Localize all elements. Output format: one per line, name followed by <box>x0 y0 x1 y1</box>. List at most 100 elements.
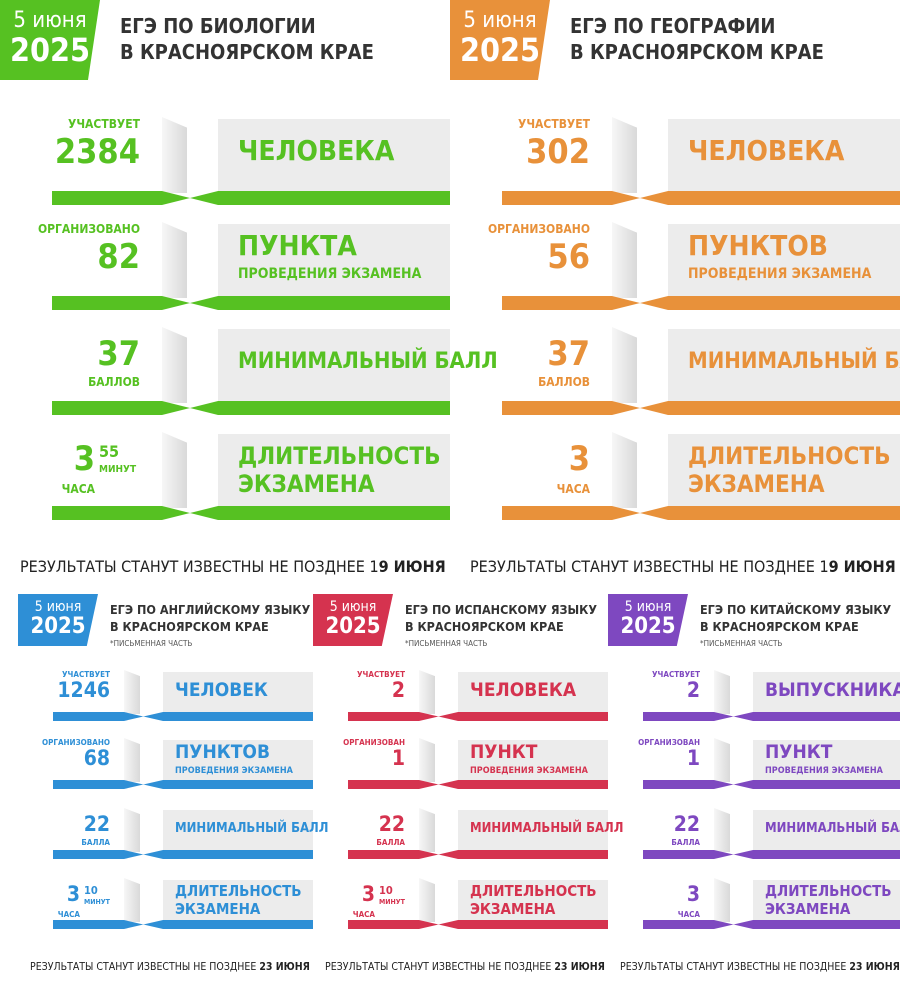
stat-row: ОРГАНИЗОВАНО 82 ПУНКТА ПРОВЕДЕНИЯ ЭКЗАМЕНА <box>0 222 450 310</box>
stat-label: ЭКЗАМЕНА <box>175 900 261 918</box>
stat-row: УЧАСТВУЕТ 2384 ЧЕЛОВЕКА <box>0 117 450 205</box>
badge-year: 2025 <box>30 614 86 639</box>
fold-shade <box>124 670 140 714</box>
stat-unit: БАЛЛОВ <box>538 375 590 389</box>
stat-label: ЭКЗАМЕНА <box>238 470 375 498</box>
fold-shade <box>612 117 637 193</box>
stat-sublabel: ПРОВЕДЕНИЯ ЭКЗАМЕНА <box>688 266 872 282</box>
stat-caption: ОРГАНИЗОВАН <box>638 738 700 747</box>
stat-caption: ОРГАНИЗОВАНО <box>41 738 110 747</box>
stat-label: ЭКЗАМЕНА <box>688 470 825 498</box>
stat-value: 68 <box>83 746 110 770</box>
minutes-unit: МИНУТ <box>84 898 110 906</box>
exam-note: *ПИСЬМЕННАЯ ЧАСТЬ <box>700 639 783 648</box>
stat-value: 3 <box>66 882 80 906</box>
stat-label: ПУНКТОВ <box>688 229 828 262</box>
stat-label: ЭКЗАМЕНА <box>470 900 556 918</box>
exam-title: ЕГЭ ПО КИТАЙСКОМУ ЯЗЫКУ <box>700 602 892 617</box>
minutes-value: 10 <box>84 884 98 897</box>
stat-panel <box>163 880 313 920</box>
stat-panel <box>218 434 450 506</box>
stat-label: МИНИМАЛЬНЫЙ БАЛЛ <box>765 821 900 836</box>
accent-ribbon <box>52 296 450 310</box>
stat-panel <box>218 119 450 191</box>
stat-row: УЧАСТВУЕТ 1246 ЧЕЛОВЕК <box>18 670 318 726</box>
fold-shade <box>162 222 187 298</box>
badge-year: 2025 <box>459 31 541 69</box>
badge-year: 2025 <box>9 31 91 69</box>
fold-shade <box>419 808 435 852</box>
stat-caption: УЧАСТВУЕТ <box>518 117 590 131</box>
fold-shade <box>714 670 730 714</box>
stat-row: УЧАСТВУЕТ 2 ЧЕЛОВЕКА <box>313 670 613 726</box>
results-note: РЕЗУЛЬТАТЫ СТАНУТ ИЗВЕСТНЫ НЕ ПОЗДНЕЕ 23… <box>30 961 310 973</box>
badge-year: 2025 <box>620 614 676 639</box>
stat-label: ЧЕЛОВЕКА <box>688 134 845 167</box>
stat-value: 302 <box>526 132 590 172</box>
stat-value: 22 <box>673 812 700 836</box>
results-note-date: 9 ИЮНЯ <box>828 557 896 576</box>
stat-value: 1 <box>391 746 405 770</box>
stat-caption: УЧАСТВУЕТ <box>357 670 405 679</box>
accent-ribbon <box>643 780 900 789</box>
fold-shade <box>124 878 140 922</box>
stat-label: ДЛИТЕЛЬНОСТЬ <box>765 882 892 900</box>
date-badge: 5 июня 2025 <box>313 594 393 646</box>
results-note-text: РЕЗУЛЬТАТЫ СТАНУТ ИЗВЕСТНЫ НЕ ПОЗДНЕЕ <box>325 961 555 973</box>
exam-note: *ПИСЬМЕННАЯ ЧАСТЬ <box>405 639 488 648</box>
fold-shade <box>419 738 435 782</box>
stat-value: 37 <box>547 334 590 374</box>
badge-date: 5 июня <box>329 599 377 615</box>
accent-ribbon <box>643 712 900 721</box>
results-note-text: РЕЗУЛЬТАТЫ СТАНУТ ИЗВЕСТНЫ НЕ ПОЗДНЕЕ 1 <box>470 557 829 576</box>
results-note: РЕЗУЛЬТАТЫ СТАНУТ ИЗВЕСТНЫ НЕ ПОЗДНЕЕ 23… <box>620 961 900 973</box>
stat-value: 56 <box>547 237 590 277</box>
stat-panel <box>163 810 313 850</box>
stat-caption: УЧАСТВУЕТ <box>68 117 140 131</box>
fold-shade <box>714 878 730 922</box>
stat-value: 1 <box>686 746 700 770</box>
stat-label: МИНИМАЛЬНЫЙ БАЛЛ <box>175 821 329 836</box>
fold-shade <box>162 432 187 508</box>
fold-shade <box>419 670 435 714</box>
stat-row: 3 ЧАСА 10 МИНУТ ДЛИТЕЛЬНОСТЬ ЭКЗАМЕНА <box>313 878 613 934</box>
stat-caption: УЧАСТВУЕТ <box>652 670 700 679</box>
stat-value: 2 <box>391 678 405 702</box>
results-note-text: РЕЗУЛЬТАТЫ СТАНУТ ИЗВЕСТНЫ НЕ ПОЗДНЕЕ 1 <box>20 557 379 576</box>
stat-unit: БАЛЛА <box>81 838 110 847</box>
accent-ribbon <box>643 850 900 859</box>
accent-ribbon <box>53 850 313 859</box>
accent-ribbon <box>643 920 900 929</box>
stat-unit: ЧАСА <box>352 910 375 919</box>
accent-ribbon <box>348 850 608 859</box>
results-note-date: 23 ИЮНЯ <box>554 961 605 973</box>
exam-title: ЕГЭ ПО ГЕОГРАФИИ <box>570 14 776 38</box>
stat-unit: БАЛЛА <box>376 838 405 847</box>
date-badge: 5 июня 2025 <box>608 594 688 646</box>
stat-value: 22 <box>83 812 110 836</box>
results-note-text: РЕЗУЛЬТАТЫ СТАНУТ ИЗВЕСТНЫ НЕ ПОЗДНЕЕ <box>30 961 260 973</box>
exam-region: В КРАСНОЯРСКОМ КРАЕ <box>700 619 859 634</box>
stat-label: ЧЕЛОВЕК <box>175 679 268 701</box>
stat-panel <box>458 880 608 920</box>
stat-value: 3 <box>361 882 375 906</box>
stat-unit: ЧАСА <box>677 910 700 919</box>
results-note-date: 9 ИЮНЯ <box>378 557 446 576</box>
stat-caption: ОРГАНИЗОВАНО <box>487 222 590 236</box>
accent-ribbon <box>348 712 608 721</box>
results-note-date: 23 ИЮНЯ <box>849 961 900 973</box>
fold-shade <box>162 117 187 193</box>
stat-panel <box>753 740 900 780</box>
stat-label: ЭКЗАМЕНА <box>765 900 851 918</box>
stat-label: МИНИМАЛЬНЫЙ БАЛЛ <box>238 349 498 374</box>
stat-label: МИНИМАЛЬНЫЙ БАЛЛ <box>688 349 900 374</box>
stat-row: УЧАСТВУЕТ 2 ВЫПУСКНИКА <box>608 670 900 726</box>
stat-panel <box>668 224 900 296</box>
exam-section: 5 июня 2025 ЕГЭ ПО ИСПАНСКОМУ ЯЗЫКУ В КРАСН… <box>313 594 623 992</box>
results-note-text: РЕЗУЛЬТАТЫ СТАНУТ ИЗВЕСТНЫ НЕ ПОЗДНЕЕ <box>620 961 850 973</box>
exam-title: ЕГЭ ПО БИОЛОГИИ <box>120 14 316 38</box>
stat-panel <box>218 224 450 296</box>
date-badge: 5 июня 2025 <box>450 0 550 80</box>
badge-year: 2025 <box>325 614 381 639</box>
accent-ribbon <box>502 191 900 205</box>
